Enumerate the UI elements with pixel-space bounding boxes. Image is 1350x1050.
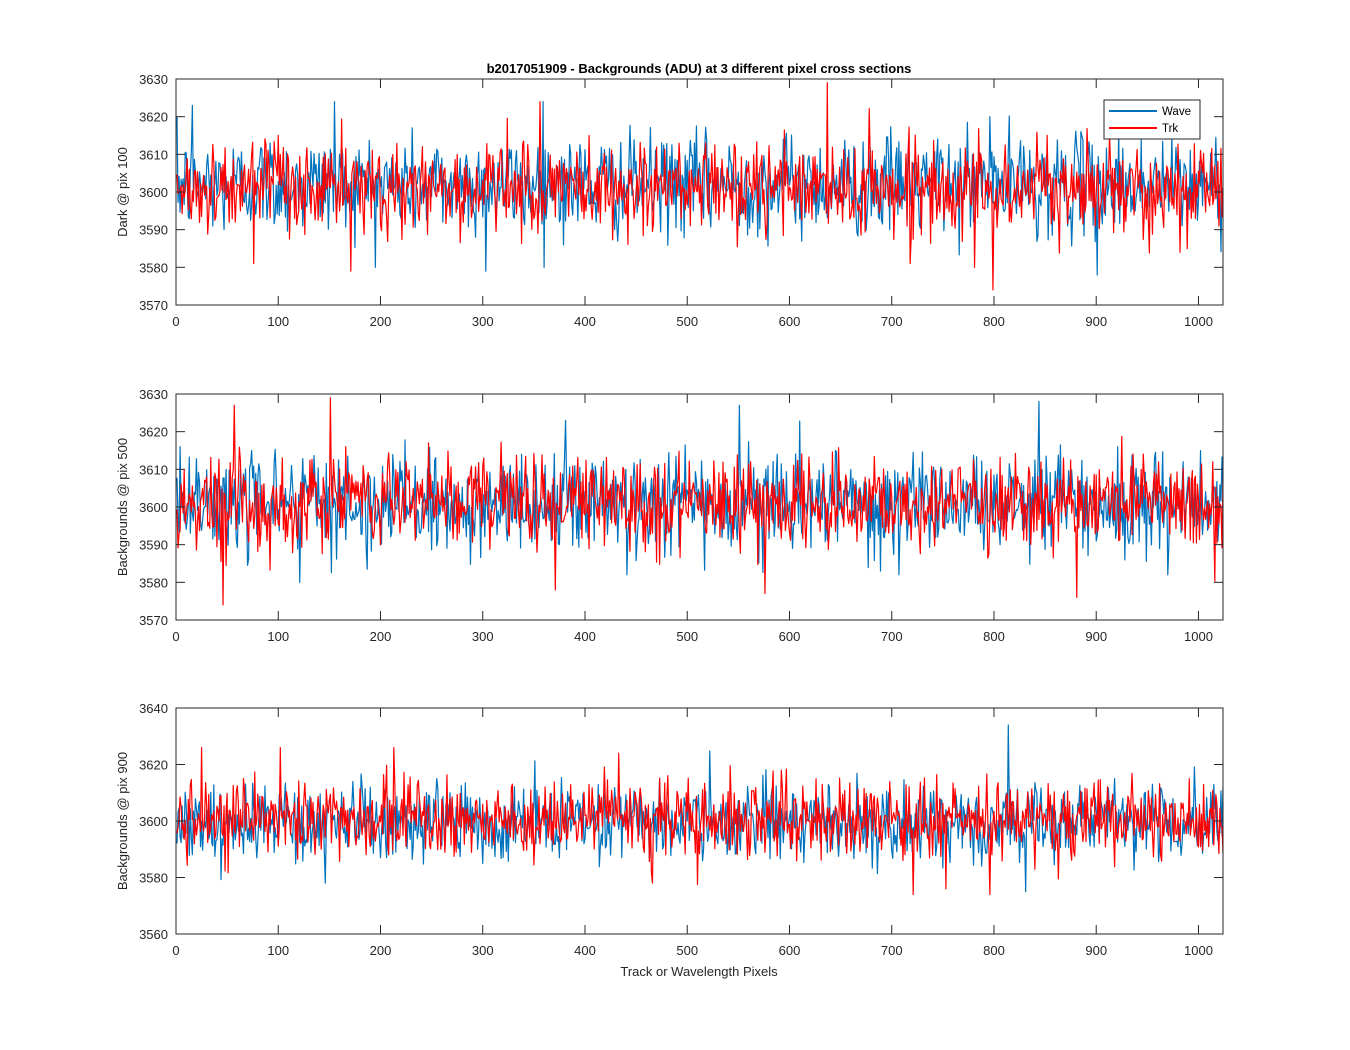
y-tick-label: 3600 <box>139 185 168 200</box>
x-tick-label: 400 <box>574 314 596 329</box>
x-tick-label: 800 <box>983 943 1005 958</box>
x-tick-label: 800 <box>983 314 1005 329</box>
y-tick-label: 3630 <box>139 387 168 402</box>
x-axis-label: Track or Wavelength Pixels <box>620 964 778 979</box>
y-tick-label: 3620 <box>139 110 168 125</box>
x-tick-label: 200 <box>370 943 392 958</box>
legend-wave-label: Wave <box>1162 106 1191 118</box>
legend-trk-label: Trk <box>1162 123 1178 135</box>
y-tick-label: 3610 <box>139 462 168 477</box>
x-tick-label: 900 <box>1085 943 1107 958</box>
x-tick-label: 100 <box>267 943 289 958</box>
y-tick-label: 3590 <box>139 538 168 553</box>
x-tick-label: 200 <box>370 314 392 329</box>
y-tick-label: 3610 <box>139 147 168 162</box>
y-tick-label: 3620 <box>139 425 168 440</box>
subplot-backgrounds-pix-500: Backgrounds @ pix 500 0 100 200 300 400 500 60… <box>115 387 1224 644</box>
x-tick-label: 1000 <box>1184 629 1213 644</box>
x-tick-label: 700 <box>881 943 903 958</box>
x-tick-label: 800 <box>983 629 1005 644</box>
y-tick-label: 3580 <box>139 871 168 886</box>
y-axis-label-2: Backgrounds @ pix 500 <box>115 438 130 576</box>
y-tick-label: 3630 <box>139 72 168 87</box>
x-tick-label: 500 <box>676 943 698 958</box>
x-tick-label: 0 <box>172 629 179 644</box>
x-tick-label: 300 <box>472 943 494 958</box>
x-tick-label: 0 <box>172 314 179 329</box>
y-tick-label: 3570 <box>139 613 168 628</box>
x-tick-label: 1000 <box>1184 314 1213 329</box>
x-tick-label: 100 <box>267 314 289 329</box>
subplot-backgrounds-pix-900: Backgrounds @ pix 900 Track or Wavelengt… <box>115 701 1224 979</box>
x-tick-label: 700 <box>881 314 903 329</box>
x-tick-label: 500 <box>676 314 698 329</box>
subplot-dark-pix-100: Dark @ pix 100 0 100 200 300 400 500 600 700 800… <box>115 72 1224 329</box>
y-tick-label: 3590 <box>139 223 168 238</box>
x-tick-label: 1000 <box>1184 943 1213 958</box>
x-tick-label: 300 <box>472 314 494 329</box>
y-tick-label: 3600 <box>139 500 168 515</box>
x-tick-label: 500 <box>676 629 698 644</box>
x-tick-label: 900 <box>1085 629 1107 644</box>
chart-title: b2017051909 - Backgrounds (ADU) at 3 dif… <box>487 61 912 76</box>
x-tick-label: 900 <box>1085 314 1107 329</box>
y-axis-label-3: Backgrounds @ pix 900 <box>115 752 130 890</box>
x-tick-label: 300 <box>472 629 494 644</box>
y-tick-label: 3580 <box>139 260 168 275</box>
legend-box <box>1103 99 1201 140</box>
y-tick-label: 3570 <box>139 298 168 313</box>
series-line-trk-2 <box>176 397 1223 606</box>
y-tick-label: 3560 <box>139 927 168 942</box>
y-tick-label: 3640 <box>139 701 168 716</box>
x-tick-label: 200 <box>370 629 392 644</box>
y-tick-label: 3620 <box>139 758 168 773</box>
x-tick-label: 0 <box>172 943 179 958</box>
x-tick-label: 600 <box>779 314 801 329</box>
y-tick-label: 3580 <box>139 575 168 590</box>
x-tick-label: 600 <box>779 943 801 958</box>
y-tick-label: 3600 <box>139 814 168 829</box>
legend: Wave Trk <box>1103 99 1201 140</box>
x-tick-label: 400 <box>574 943 596 958</box>
series-line-trk-1 <box>176 82 1223 291</box>
x-tick-label: 400 <box>574 629 596 644</box>
x-tick-label: 600 <box>779 629 801 644</box>
x-tick-label: 100 <box>267 629 289 644</box>
x-tick-label: 700 <box>881 629 903 644</box>
series-line-trk-3 <box>176 746 1223 896</box>
y-axis-label-1: Dark @ pix 100 <box>115 147 130 237</box>
